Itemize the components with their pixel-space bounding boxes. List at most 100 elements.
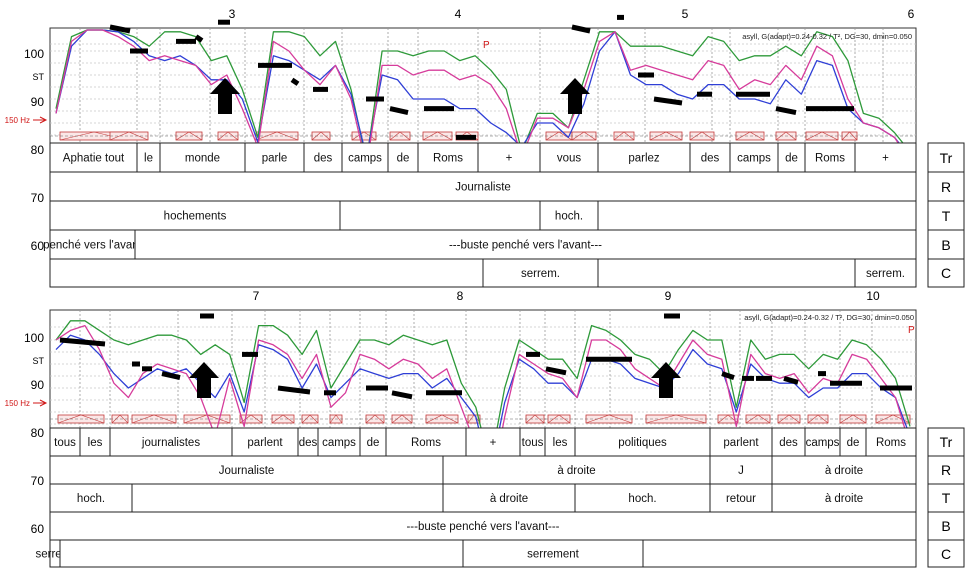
tier-cell [771,483,917,513]
nucleus-hatch [807,414,829,424]
tier-cell [777,142,806,173]
tier-legend-top: Tr R T B C [927,142,965,288]
tier-cell [442,483,576,513]
tier-label: hochements [164,211,227,223]
y-tick-label: 100 [24,331,44,345]
stylization-bar [194,34,204,43]
ref-arrow-icon [33,116,48,124]
tier-code-cell [927,427,965,457]
nucleus-hatch [391,414,413,424]
tier-cell [642,539,917,568]
nucleus-box [545,131,573,141]
tier-label: parlent [723,437,759,449]
tier-label: Roms [876,437,906,449]
stylization-bar [277,385,311,395]
y-unit-label: ST [32,72,44,82]
tier-label: serrement [527,549,580,561]
stylization-bar [721,371,735,380]
nucleus-hatch [255,131,299,141]
tier-label: penché vers l'avant [43,240,143,252]
tier-code-cell [927,229,965,260]
tier-code: Tr [940,150,953,166]
tier-cell [303,142,343,173]
stylization-bars [109,14,854,140]
tier-cell [689,142,731,173]
tier-cell [417,142,479,173]
stylization-bar [109,24,131,34]
tier-cell [341,142,389,173]
stylization-bar [290,77,300,86]
tier-label: parle [262,153,288,165]
tier-label: serrem. [521,268,560,280]
y-tick-label: 70 [31,474,45,488]
tier-label: parlez [628,153,660,165]
stylization-bar [545,366,567,376]
nucleus-hatch [57,414,105,424]
plot-frame [49,27,917,144]
tier-code-cell [927,200,965,231]
tier-label: camps [322,437,356,449]
nucleus-hatch [649,131,683,141]
nucleus-hatch [351,131,377,141]
ref-label: 150 Hz [5,116,30,125]
tier-cell [854,142,917,173]
tier-label: + [506,153,513,165]
tier-label: Aphatie tout [63,153,125,165]
nucleus-hatch [389,131,411,141]
tier-legend-bottom: Tr R T B C [927,427,965,568]
tier-label: de [367,437,380,449]
y-unit-label: ST [32,356,44,366]
nucleus-hatch [547,414,571,424]
tier-label: hoch. [628,493,656,505]
tier-label: camps [806,437,840,449]
tier-label: journalistes [141,437,200,449]
plot-frame [49,309,917,429]
tier-label: des [701,153,720,165]
tier-cell [49,258,484,288]
tier-label: ---buste penché vers l'avant--- [449,240,602,252]
tier-cell [539,142,599,173]
stylization-bar [571,24,591,34]
tier-cell [317,427,361,457]
tier-cell [49,455,444,485]
tier-cell [597,200,917,231]
tier-label: + [882,153,889,165]
stylization-bar [389,106,409,116]
tier-cell [59,539,464,568]
annotation-tiers: Aphatie tout le monde parle des camps de Roms + v… [43,142,917,288]
tier-cell [131,483,444,513]
nucleus-hatch [839,414,867,424]
tier-label: parlent [247,437,283,449]
grid [50,310,916,428]
tier-cell [339,200,541,231]
stylization-bar [391,390,413,400]
nucleus-hatch [745,414,771,424]
tier-label: Roms [411,437,441,449]
tier-cell [49,511,917,541]
stylization-bar [783,375,799,385]
tier-code-cell [927,142,965,173]
tier-label: de [785,153,798,165]
y-tick-label: 100 [24,47,44,61]
nucleus-hatch [175,131,203,141]
tier-label: les [88,437,103,449]
prosogram-info: asyll, G(adapt)=0.24-0.32 / T², DG=30, d… [742,32,912,41]
y-tick-label: 70 [31,191,45,205]
time-tick: 3 [229,7,236,21]
stylization-bars [59,313,912,400]
time-tick: 9 [665,289,672,303]
time-tick: 7 [253,289,260,303]
y-axis: 100 ST 90 150 Hz 80 70 60 [5,331,48,536]
nucleus-hatch [301,414,319,424]
time-tick: 5 [682,7,689,21]
time-tick: 4 [455,7,462,21]
time-axis: 3 4 5 6 [229,7,915,21]
tier-cell [854,258,917,288]
tier-code: T [942,490,951,506]
tier-cell [387,142,419,173]
tier-label: politiques [618,437,667,449]
tier-cell [231,427,299,457]
tier-label: hoch. [77,493,105,505]
ref-arrow-icon [33,399,48,407]
stylization-bar [653,96,683,106]
